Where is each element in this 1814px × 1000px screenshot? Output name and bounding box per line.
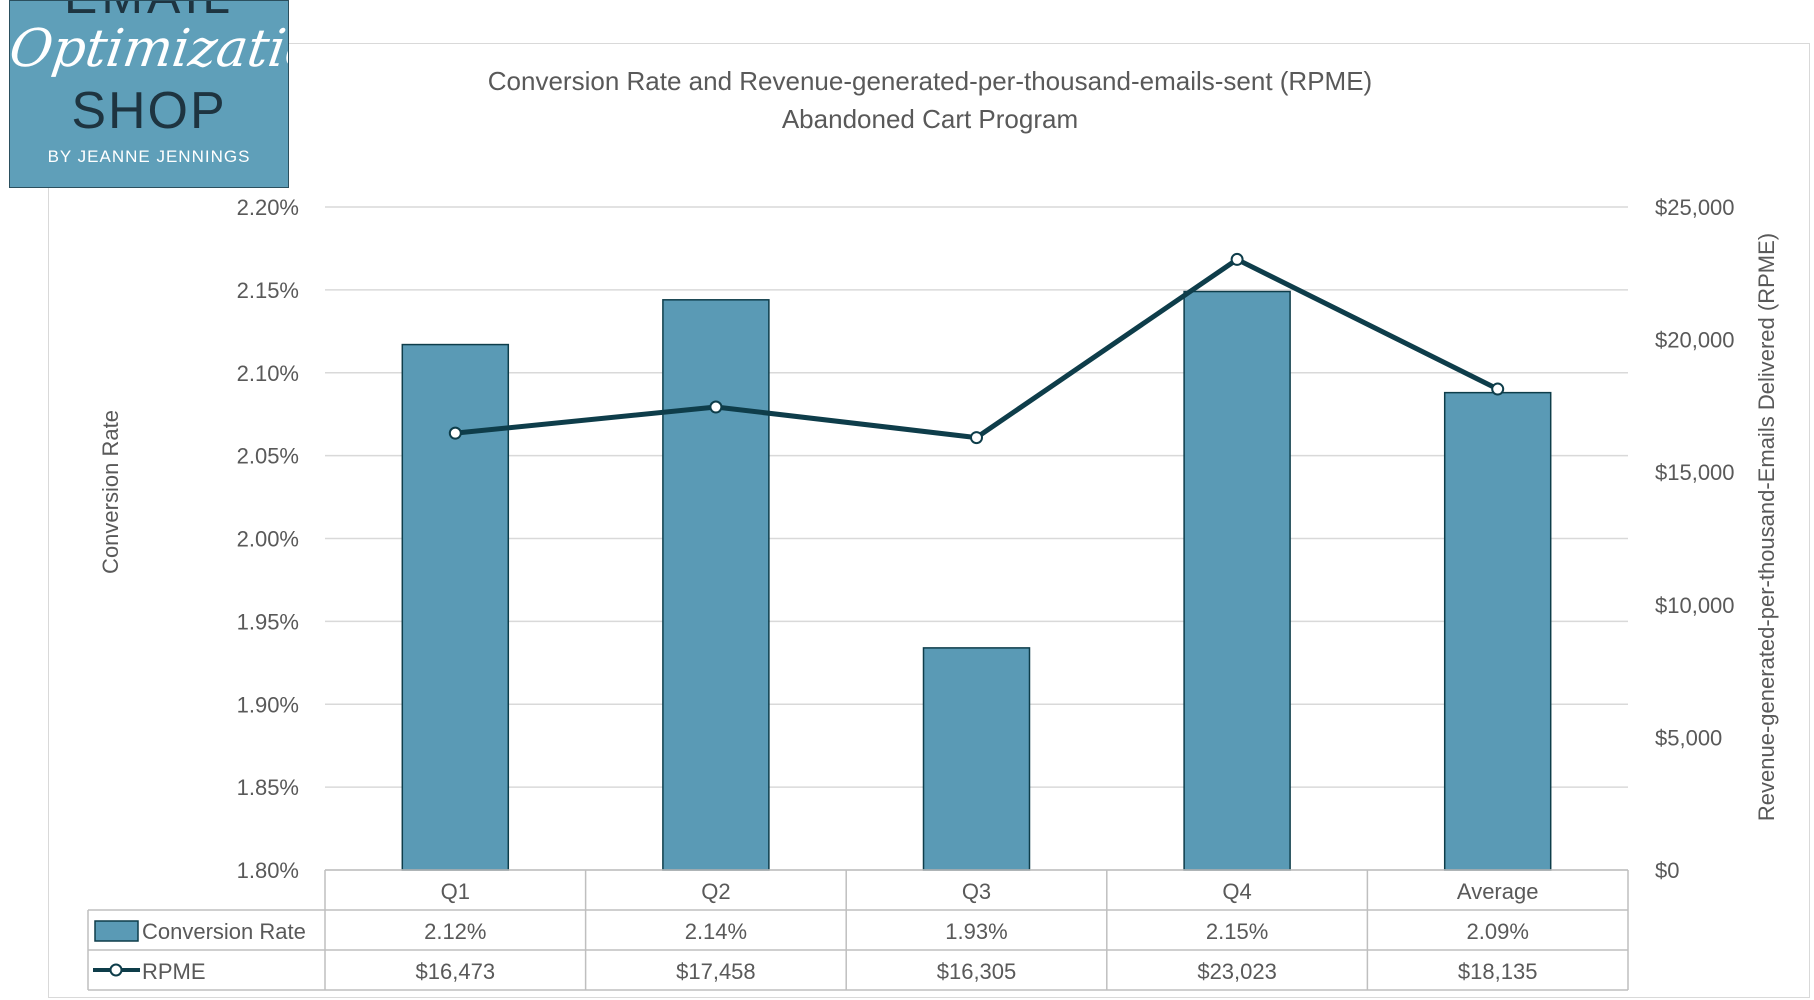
legend-label-conversion-rate: Conversion Rate <box>142 919 306 944</box>
logo-word-email: EMAIL <box>10 1 288 25</box>
table-cell-rpme: $17,458 <box>676 959 756 984</box>
table-cell-conversion-rate: 1.93% <box>945 919 1007 944</box>
rpme-point <box>448 426 462 440</box>
bar-conversion-rate <box>1443 391 1552 871</box>
table-cell-conversion-rate: 2.12% <box>424 919 486 944</box>
rpme-point <box>709 400 723 414</box>
legend-key-conversion-rate <box>94 920 139 942</box>
y2-tick-label: $0 <box>1655 858 1679 883</box>
table-cell-conversion-rate: 2.15% <box>1206 919 1268 944</box>
logo-word-shop: SHOP <box>71 82 227 140</box>
y-tick-label: 1.95% <box>237 609 299 634</box>
rpme-point <box>1491 382 1505 396</box>
rpme-point <box>1230 252 1244 266</box>
chart-frame <box>48 43 1810 998</box>
y2-tick-label: $15,000 <box>1655 460 1735 485</box>
y-tick-label: 1.90% <box>237 692 299 717</box>
table-cell-conversion-rate: 2.14% <box>685 919 747 944</box>
y-tick-label: 2.15% <box>237 278 299 303</box>
table-cell-rpme: $16,305 <box>937 959 1017 984</box>
bar-conversion-rate <box>401 343 510 871</box>
y2-tick-label: $20,000 <box>1655 328 1735 353</box>
y2-tick-label: $10,000 <box>1655 593 1735 618</box>
y2-tick-label: $25,000 <box>1655 195 1735 220</box>
y-tick-label: 2.00% <box>237 527 299 552</box>
y2-tick-label: $5,000 <box>1655 725 1722 750</box>
bar-conversion-rate <box>1183 290 1291 871</box>
rpme-point <box>970 431 983 445</box>
rpme-line <box>455 256 1499 441</box>
chart-subtitle: Abandoned Cart Program <box>782 104 1078 134</box>
x-category-label: Q2 <box>701 879 730 904</box>
table-cell-rpme: $16,473 <box>416 959 496 984</box>
y-tick-label: 2.05% <box>237 444 299 469</box>
x-category-label: Q3 <box>962 879 991 904</box>
logo-byline: BY JEANNE JENNINGS <box>47 147 251 166</box>
bar-conversion-rate <box>922 647 1031 871</box>
chart-title: Conversion Rate and Revenue-generated-pe… <box>488 66 1372 96</box>
y-axis-label: Conversion Rate <box>98 410 123 574</box>
brand-logo: EMAIL Optimization SHOP BY JEANNE JENNIN… <box>9 0 289 188</box>
y-tick-label: 2.10% <box>237 361 299 386</box>
legend-key-rpme-marker <box>109 963 123 977</box>
legend-label-rpme: RPME <box>142 959 206 984</box>
y-tick-label: 2.20% <box>237 195 299 220</box>
logo-word-optimization: Optimization <box>9 19 289 79</box>
table-cell-rpme: $23,023 <box>1197 959 1277 984</box>
y-tick-label: 1.80% <box>237 858 299 883</box>
x-category-label: Q1 <box>441 879 470 904</box>
table-cell-rpme: $18,135 <box>1458 959 1538 984</box>
table-cell-conversion-rate: 2.09% <box>1467 919 1529 944</box>
y-tick-label: 1.85% <box>237 775 299 800</box>
y2-axis-label: Revenue-generated-per-thousand-Emails De… <box>1754 233 1779 821</box>
x-category-label: Q4 <box>1222 879 1251 904</box>
bar-conversion-rate <box>662 299 770 871</box>
x-category-label: Average <box>1457 879 1539 904</box>
